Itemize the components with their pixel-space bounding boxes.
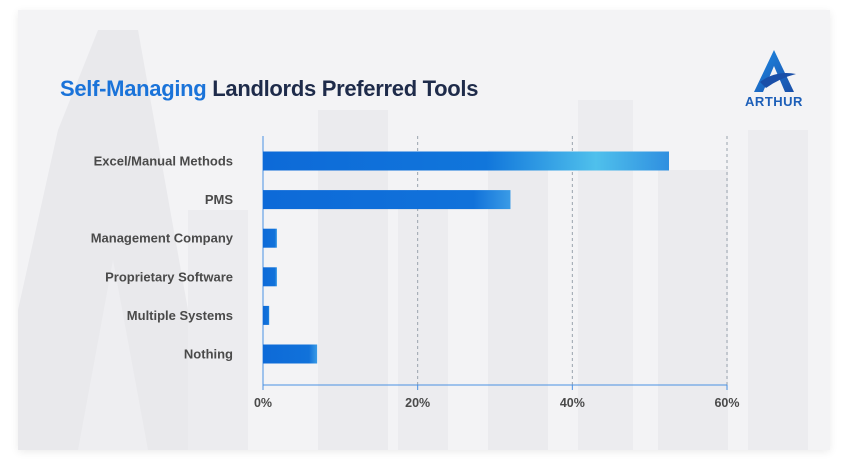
bar-management-company: [263, 228, 277, 248]
bar-chart: Excel/Manual Methods PMS Management Compan…: [91, 136, 740, 410]
category-label: Nothing: [184, 347, 233, 362]
background-cityscape: [18, 30, 808, 450]
bar-proprietary-software: [263, 267, 277, 287]
x-tick-label: 40%: [560, 396, 585, 410]
bar-excel-manual-methods: [263, 151, 669, 171]
chart-card: Self-Managing Landlords Preferred Tools …: [18, 10, 830, 450]
x-tick-label: 20%: [405, 396, 430, 410]
chart-title-accent: Self-Managing: [60, 76, 207, 101]
bar-nothing: [263, 344, 318, 364]
category-label: Proprietary Software: [105, 269, 233, 284]
chart-title: Self-Managing Landlords Preferred Tools: [60, 76, 478, 102]
category-label: PMS: [205, 192, 234, 207]
arthur-a-logo-icon: [754, 50, 796, 92]
category-label: Management Company: [91, 231, 234, 246]
x-tick-label: 60%: [714, 396, 739, 410]
bar-pms: [263, 190, 511, 210]
chart-title-rest: Landlords Preferred Tools: [212, 76, 479, 101]
category-label: Excel/Manual Methods: [94, 154, 233, 169]
arthur-logo: ARTHUR: [736, 48, 812, 112]
bar-multiple-systems: [263, 305, 270, 325]
x-tick-label: 0%: [254, 396, 272, 410]
arthur-logo-text: ARTHUR: [745, 94, 803, 109]
category-label: Multiple Systems: [127, 308, 233, 323]
